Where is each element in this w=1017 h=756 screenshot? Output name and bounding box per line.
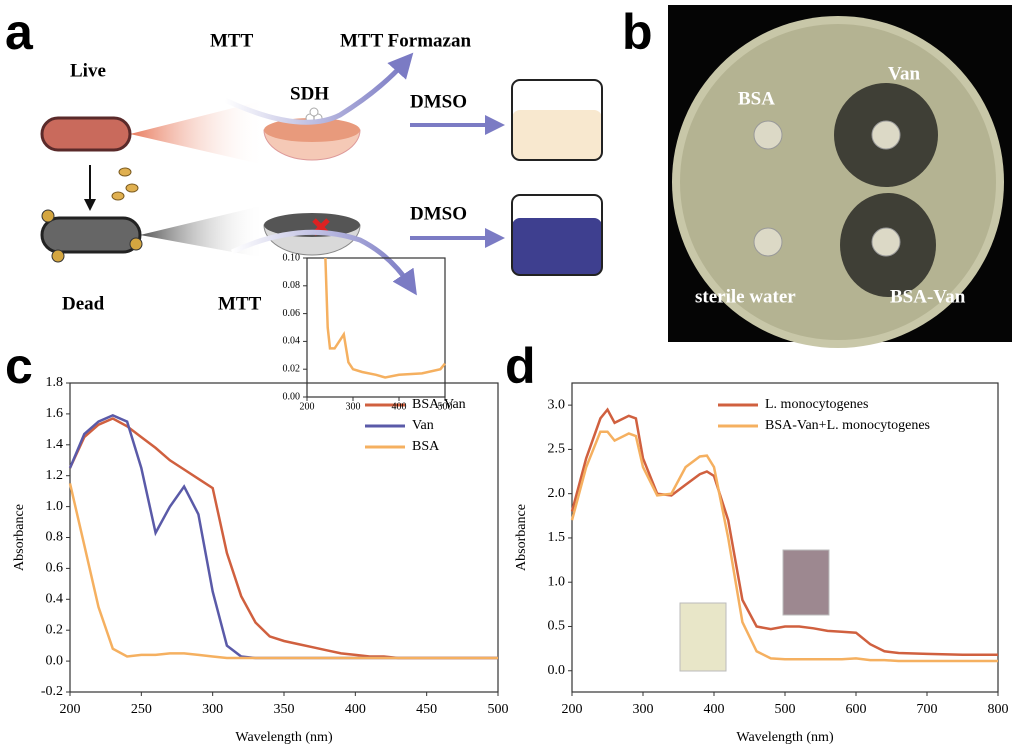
y-tick-label: 0.0 <box>548 663 566 678</box>
discs <box>753 120 901 257</box>
y-tick-label: 2.5 <box>548 442 566 457</box>
y-tick-label: 1.6 <box>46 406 64 421</box>
plot-frame <box>69 382 499 693</box>
panel-label: a <box>5 4 34 60</box>
arrow <box>223 52 414 125</box>
y-axis-label: Absorbance <box>514 504 529 571</box>
y-tick-label: 1.5 <box>548 530 566 545</box>
data-line <box>68 483 498 660</box>
panel-label: d <box>505 338 536 394</box>
label: DMSO <box>410 203 467 224</box>
y-axis-label: Absorbance <box>12 504 27 571</box>
light-cone <box>130 100 265 165</box>
legend-label: BSA <box>412 439 440 454</box>
label: BSA-Van <box>890 286 966 307</box>
label: Van <box>888 63 920 84</box>
label: MTT <box>218 293 262 314</box>
vial-photo <box>679 602 727 672</box>
mitochondria <box>264 213 360 237</box>
liquid <box>512 218 602 275</box>
panel-label: b <box>622 4 653 60</box>
y-tick-label: 1.0 <box>548 574 566 589</box>
x-tick-label: 250 <box>131 702 152 717</box>
x-tick-label: 200 <box>562 702 583 717</box>
y-tick-label: 2.0 <box>548 486 566 501</box>
y-tick-label: 0.08 <box>283 280 301 291</box>
beaker <box>511 79 603 161</box>
x-tick-label: 500 <box>438 401 453 412</box>
y-tick-label: 0.4 <box>46 592 64 607</box>
liquid <box>512 110 602 160</box>
x-tick-label: 300 <box>346 401 361 412</box>
legend-label: L. monocytogenes <box>765 397 868 412</box>
y-tick-label: 1.2 <box>46 468 64 483</box>
legend-label: BSA-Van+L. monocytogenes <box>765 418 930 433</box>
x-tick-label: 500 <box>775 702 796 717</box>
particles <box>41 209 143 263</box>
label: Live <box>70 60 106 81</box>
label: MTT <box>210 30 254 51</box>
y-tick-label: -0.2 <box>41 684 63 699</box>
y-tick-label: 1.4 <box>46 437 64 452</box>
y-tick-label: 0.8 <box>46 530 64 545</box>
label: SDH <box>290 83 329 104</box>
plot-frame <box>306 257 446 398</box>
panel-a: a Live Dead MTT MTT Formazan SDH DMSO MT… <box>5 4 603 314</box>
bacterium <box>40 216 142 254</box>
light-cone <box>140 205 265 258</box>
arrow <box>230 229 417 296</box>
label: BSA <box>738 88 775 109</box>
y-tick-label: 1.8 <box>46 375 64 390</box>
x-tick-label: 200 <box>60 702 81 717</box>
data-line <box>570 407 998 657</box>
x-tick-label: 700 <box>917 702 938 717</box>
x-tick-label: 350 <box>274 702 295 717</box>
legend-label: BSA-Van <box>412 397 466 412</box>
panel-b: b BSA Van sterile water BSA-Van <box>622 4 1012 348</box>
x-tick-label: 500 <box>488 702 509 717</box>
x-tick-label: 600 <box>846 702 867 717</box>
x-tick-label: 400 <box>704 702 725 717</box>
x-axis-label: Wavelength (nm) <box>736 730 834 745</box>
label: MTT Formazan <box>340 30 471 51</box>
y-tick-label: 1.0 <box>46 499 64 514</box>
x-tick-label: 300 <box>633 702 654 717</box>
mitochondria <box>264 118 360 142</box>
y-tick-label: 0.5 <box>548 619 566 634</box>
y-tick-label: 0.10 <box>283 252 301 263</box>
y-tick-label: 0.04 <box>283 336 301 347</box>
data-line <box>68 417 498 660</box>
x-tick-label: 450 <box>416 702 437 717</box>
x-tick-label: 400 <box>345 702 366 717</box>
y-tick-label: 0.0 <box>46 653 64 668</box>
x-axis-label: Wavelength (nm) <box>235 730 333 745</box>
legend-label: Van <box>412 418 434 433</box>
beaker <box>511 194 603 276</box>
bacterium <box>40 116 132 152</box>
y-tick-label: 3.0 <box>548 397 566 412</box>
y-tick-label: 0.06 <box>283 308 301 319</box>
particles <box>111 167 139 201</box>
x-tick-label: 800 <box>988 702 1009 717</box>
label: Dead <box>62 293 105 314</box>
vial-photo <box>782 549 830 616</box>
y-tick-label: 0.6 <box>46 561 64 576</box>
y-tick-label: 0.00 <box>283 391 301 402</box>
x-tick-label: 400 <box>392 401 407 412</box>
x-tick-label: 200 <box>300 401 315 412</box>
y-tick-label: 0.02 <box>283 363 301 374</box>
label: DMSO <box>410 91 467 112</box>
y-tick-label: 0.2 <box>46 622 64 637</box>
label: sterile water <box>695 286 796 307</box>
data-line <box>324 257 446 379</box>
data-line <box>570 430 998 663</box>
panel-label: c <box>5 338 33 394</box>
x-tick-label: 300 <box>202 702 223 717</box>
